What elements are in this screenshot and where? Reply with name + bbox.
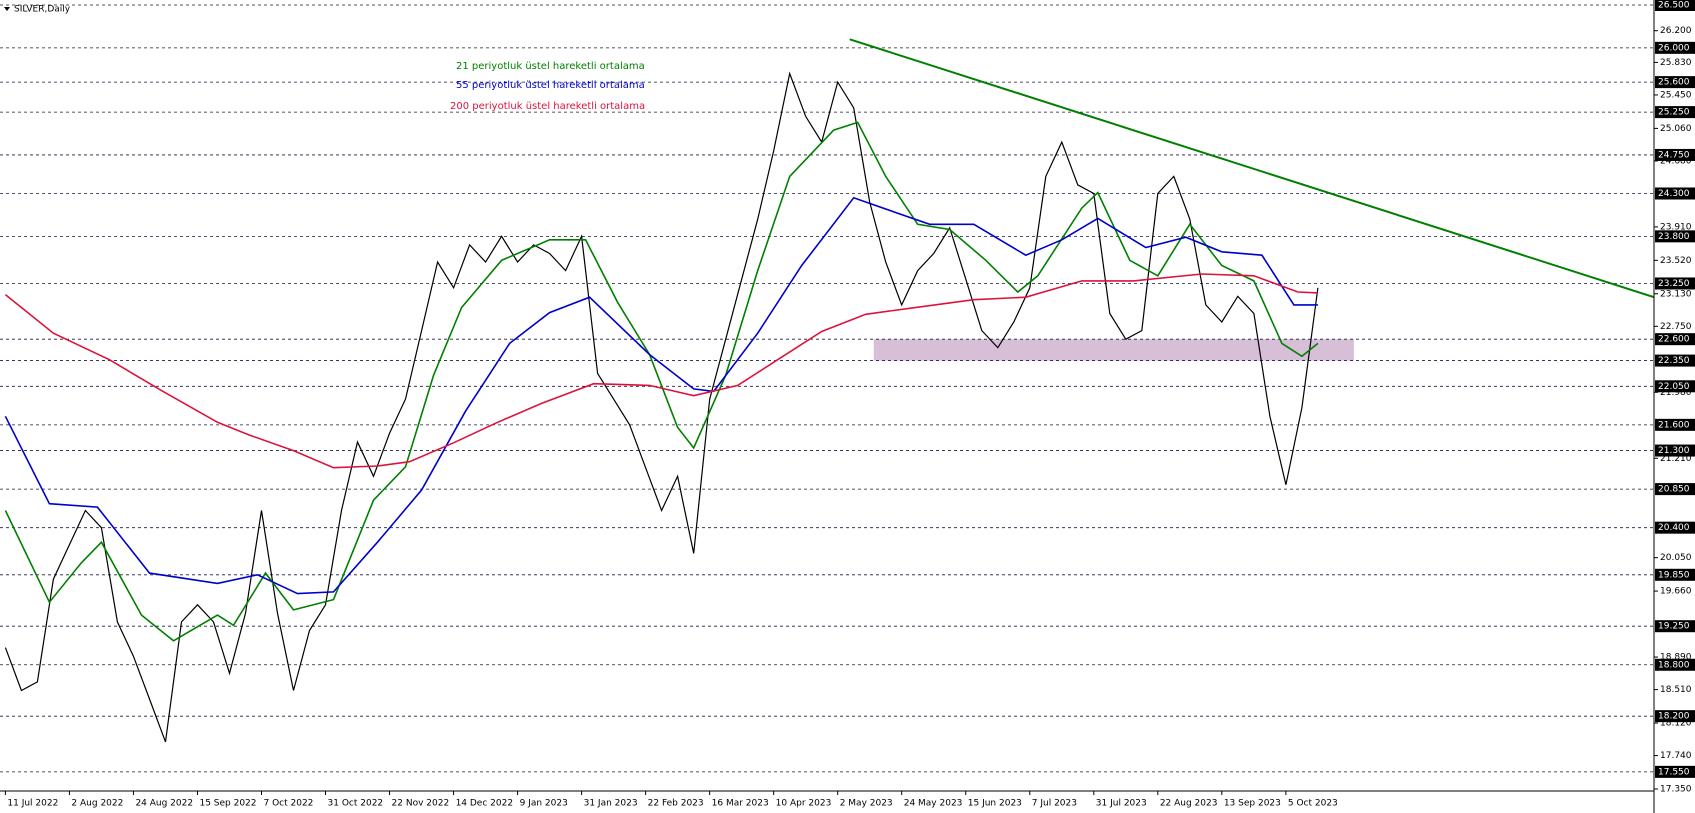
y-tick-label: 25.450 [1660,90,1692,100]
level-label: 21.600 [1658,420,1690,430]
y-tick-label: 18.510 [1660,685,1692,695]
y-tick-label: 23.130 [1660,289,1692,299]
level-label: 25.600 [1658,78,1690,88]
x-tick-label: 31 Oct 2022 [328,799,384,809]
level-label: 17.550 [1658,767,1690,777]
chart-title: SILVER,Daily [14,5,71,15]
level-label: 21.300 [1658,446,1690,456]
x-tick-label: 15 Jun 2023 [968,799,1022,809]
level-label-box [1655,620,1695,633]
ema-line [4,121,1319,642]
y-tick-label: 21.980 [1660,388,1692,398]
x-tick-label: 11 Jul 2022 [7,799,58,809]
level-label-box [1655,483,1695,496]
level-label: 19.850 [1658,570,1690,580]
x-tick-label: 22 Feb 2023 [648,799,704,809]
trend-line [849,38,1655,299]
level-label-box [1655,568,1695,581]
level-label-box [1655,710,1695,723]
axis-layer: 26.200 25.830 25.450 25.060 24.680 23.910 23.5… [4,0,1695,809]
x-tick-label: 31 Jul 2023 [1096,799,1147,809]
x-tick-label: 7 Jul 2023 [1032,799,1077,809]
x-tick-label: 16 Mar 2023 [712,799,769,809]
x-tick-label: 2 May 2023 [840,799,893,809]
level-label-box [1655,230,1695,243]
level-label: 24.750 [1658,150,1690,160]
y-tick-label: 25.830 [1660,58,1692,68]
x-tick-label: 2 Aug 2022 [71,799,123,809]
x-tick-label: 9 Jan 2023 [520,799,568,809]
data-layer [4,38,1655,743]
level-label-box [1655,106,1695,119]
ema-line [4,196,1318,595]
level-label-box [1655,418,1695,431]
y-tick-label: 17.740 [1660,751,1692,761]
title-arrow [4,7,10,11]
level-label-box [1655,277,1695,290]
support-zone [873,339,1354,361]
level-label-box [1655,76,1695,89]
level-label: 19.250 [1658,622,1690,632]
level-label-box [1655,354,1695,367]
level-label: 22.600 [1658,335,1690,345]
x-tick-label: 24 Aug 2022 [135,799,193,809]
y-tick-label: 18.890 [1660,653,1692,663]
level-label-box [1655,444,1695,457]
level-label: 18.800 [1658,660,1690,670]
y-tick-label: 23.910 [1660,222,1692,232]
x-tick-label: 10 Apr 2023 [776,799,832,809]
level-label-box [1655,148,1695,161]
level-label: 23.250 [1658,279,1690,289]
x-tick-label: 5 Oct 2023 [1288,799,1338,809]
level-label-box [1655,658,1695,671]
x-tick-label: 15 Sep 2022 [199,799,256,809]
level-label-box [1655,333,1695,346]
level-label: 20.850 [1658,485,1690,495]
x-tick-label: 22 Aug 2023 [1160,799,1218,809]
y-tick-label: 21.210 [1660,454,1692,464]
y-tick-label: 17.350 [1660,785,1692,795]
price-line [4,71,1319,743]
y-tick-label: 22.750 [1660,322,1692,332]
x-tick-label: 24 May 2023 [904,799,963,809]
level-label: 23.800 [1658,232,1690,242]
x-tick-label: 31 Jan 2023 [584,799,638,809]
level-label: 20.400 [1658,523,1690,533]
x-tick-label: 7 Oct 2022 [263,799,313,809]
legend-entry: 200 periyotluk üstel hareketli ortalama [450,101,645,112]
y-tick-label: 26.200 [1660,26,1692,36]
legend-entry: 21 periyotluk üstel hareketli ortalama [456,61,645,72]
level-label: 22.350 [1658,356,1690,366]
level-label-box [1655,41,1695,54]
level-label-box [1655,521,1695,534]
zone-layer [873,339,1354,361]
y-tick-label: 18.120 [1660,719,1692,729]
level-label: 26.500 [1658,1,1690,11]
level-label: 25.250 [1658,108,1690,118]
x-tick-label: 22 Nov 2022 [392,799,450,809]
legend-entry: 55 periyotluk üstel hareketli ortalama [456,80,645,91]
legend: 21 periyotluk üstel hareketli ortalama 5… [450,61,645,112]
y-tick-label: 25.060 [1660,124,1692,134]
y-tick-label: 23.520 [1660,256,1692,266]
level-label: 26.000 [1658,43,1690,53]
level-label: 22.050 [1658,382,1690,392]
ema-line [4,273,1318,469]
x-tick-label: 13 Sep 2023 [1224,799,1281,809]
level-label-box [1655,765,1695,778]
level-label-box [1655,187,1695,200]
y-tick-label: 24.680 [1660,156,1692,166]
x-tick-label: 14 Dec 2022 [456,799,514,809]
level-label: 24.300 [1658,189,1690,199]
y-tick-label: 19.660 [1660,587,1692,597]
level-label-box [1655,380,1695,393]
level-label: 18.200 [1658,712,1690,722]
level-label-box [1655,0,1695,11]
y-tick-label: 20.050 [1660,553,1692,563]
